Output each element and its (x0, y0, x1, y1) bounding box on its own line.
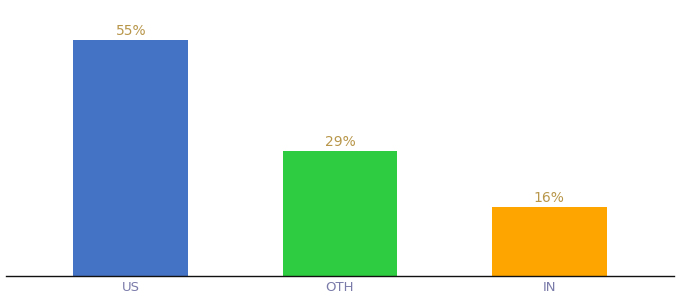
Text: 16%: 16% (534, 191, 564, 205)
Text: 55%: 55% (116, 24, 146, 38)
Bar (73, 40, 188, 276)
Text: 29%: 29% (324, 135, 356, 149)
Bar (492, 207, 607, 276)
Bar (282, 152, 398, 276)
